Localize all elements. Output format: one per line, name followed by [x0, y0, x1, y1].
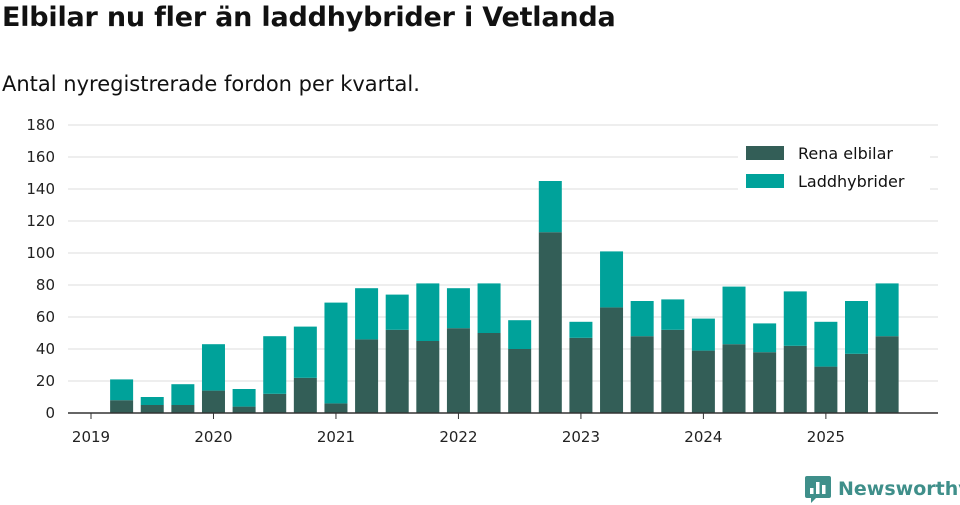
x-tick-label: 2024 [684, 428, 722, 446]
bar-laddhybrider [355, 288, 379, 340]
bar-rena-elbilar [140, 405, 164, 413]
bar-rena-elbilar [538, 232, 562, 413]
bar-laddhybrider [753, 323, 777, 353]
chart-subtitle: Antal nyregistrerade fordon per kvartal. [2, 72, 420, 96]
bar-rena-elbilar [385, 329, 409, 413]
bar-laddhybrider [171, 384, 195, 405]
bar-rena-elbilar [293, 377, 317, 413]
x-tick-label: 2025 [807, 428, 845, 446]
bar-laddhybrider [508, 320, 532, 349]
y-tick-label: 180 [26, 116, 55, 134]
legend-label-laddhybrider: Laddhybrider [798, 172, 905, 191]
bar-rena-elbilar [722, 344, 746, 413]
bar-rena-elbilar [446, 328, 470, 413]
bar-rena-elbilar [324, 403, 348, 413]
chart-title: Elbilar nu fler än laddhybrider i Vetlan… [2, 2, 616, 33]
x-tick-label: 2022 [439, 428, 477, 446]
bar-rena-elbilar [630, 336, 654, 413]
bar-rena-elbilar [232, 406, 256, 413]
bar-rena-elbilar [661, 329, 685, 413]
bar-laddhybrider [845, 301, 868, 354]
bar-rena-elbilar [355, 339, 379, 413]
x-axis: 2019 2020 2021 2022 2023 2024 2025 [72, 413, 845, 446]
bar-rena-elbilar [814, 366, 838, 413]
bar-laddhybrider [201, 344, 225, 391]
y-tick-label: 0 [45, 404, 55, 422]
bar-rena-elbilar [600, 307, 624, 413]
bar-laddhybrider [110, 379, 134, 401]
bar-rena-elbilar [477, 333, 501, 413]
legend-swatch-laddhybrider [746, 174, 784, 188]
y-tick-label: 140 [26, 180, 55, 198]
bar-rena-elbilar [875, 336, 899, 413]
bar-rena-elbilar [201, 390, 225, 413]
bar-rena-elbilar [569, 337, 593, 413]
y-tick-label: 20 [36, 372, 55, 390]
y-tick-label: 120 [26, 212, 55, 230]
bar-laddhybrider [630, 301, 654, 337]
bar-laddhybrider [600, 251, 624, 308]
legend: Rena elbilar Laddhybrider [738, 138, 930, 198]
bar-rena-elbilar [263, 393, 287, 413]
bar-laddhybrider [324, 302, 348, 404]
bar-laddhybrider [691, 318, 715, 351]
bar-rena-elbilar [171, 405, 195, 413]
y-tick-label: 160 [26, 148, 55, 166]
bar-rena-elbilar [691, 350, 715, 413]
brand-name: Newsworthy [838, 478, 960, 500]
bar-laddhybrider [814, 321, 838, 367]
bar-laddhybrider [783, 291, 807, 346]
bar-rena-elbilar [845, 353, 868, 413]
x-tick-label: 2019 [72, 428, 110, 446]
bars [110, 181, 899, 413]
bar-laddhybrider [232, 389, 256, 407]
newsworthy-brand: Newsworthy [804, 474, 960, 504]
bar-laddhybrider [385, 294, 409, 330]
bar-rena-elbilar [753, 352, 777, 413]
bar-laddhybrider [875, 283, 899, 337]
bar-rena-elbilar [783, 345, 807, 413]
x-tick-label: 2020 [194, 428, 232, 446]
bar-laddhybrider [661, 299, 685, 330]
bar-laddhybrider [446, 288, 470, 329]
bar-laddhybrider [477, 283, 501, 333]
y-tick-label: 100 [26, 244, 55, 262]
newsworthy-logo-icon [805, 476, 831, 503]
y-axis: 0 20 40 60 80 100 120 140 160 180 [26, 116, 55, 422]
x-tick-label: 2021 [317, 428, 355, 446]
bar-laddhybrider [569, 321, 593, 338]
legend-swatch-rena-elbilar [746, 146, 784, 160]
bar-laddhybrider [140, 397, 164, 405]
x-tick-label: 2023 [562, 428, 600, 446]
bar-rena-elbilar [416, 341, 440, 413]
y-tick-label: 60 [36, 308, 55, 326]
bar-laddhybrider [293, 326, 317, 378]
bar-laddhybrider [538, 181, 562, 233]
y-tick-label: 80 [36, 276, 55, 294]
bar-laddhybrider [416, 283, 440, 341]
bar-laddhybrider [722, 286, 746, 345]
legend-label-rena-elbilar: Rena elbilar [798, 144, 893, 163]
bar-rena-elbilar [110, 400, 134, 413]
y-tick-label: 40 [36, 340, 55, 358]
bar-rena-elbilar [508, 349, 532, 413]
bar-laddhybrider [263, 336, 287, 394]
